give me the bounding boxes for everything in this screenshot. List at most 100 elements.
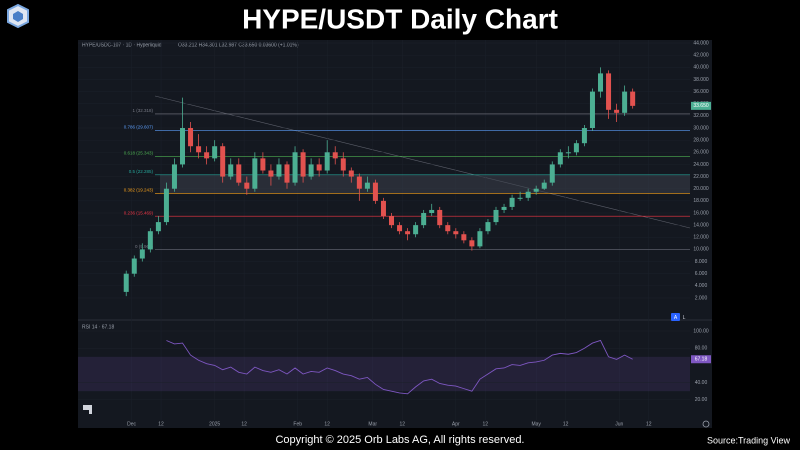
- y-tick-label: 28.000: [693, 137, 709, 143]
- x-tick-label: 12: [399, 421, 405, 427]
- candle-body: [180, 128, 186, 165]
- candle-body: [348, 170, 354, 177]
- tradingview-logo: [83, 405, 92, 414]
- candle-body: [525, 191, 531, 198]
- x-tick-label: 12: [646, 421, 652, 427]
- candle-body: [212, 146, 218, 159]
- candle-body: [171, 164, 177, 189]
- candle-body: [163, 188, 169, 223]
- y-tick-label: 26.000: [693, 150, 709, 156]
- candle-body: [236, 164, 242, 183]
- candle-body: [196, 146, 202, 153]
- rsi-tick-label: 100.00: [693, 328, 709, 334]
- page-title: HYPE/USDT Daily Chart: [242, 3, 558, 34]
- fib-label: 0.236 (15.469): [124, 210, 154, 215]
- x-tick-label: 12: [483, 421, 489, 427]
- y-tick-label: 16.000: [693, 210, 709, 216]
- rsi-tick-label: 80.00: [695, 346, 708, 352]
- fib-label: 1 (32.318): [132, 108, 153, 113]
- fib-label: 0.618 (25.343): [124, 150, 154, 155]
- candle-body: [380, 200, 386, 217]
- svg-text:L: L: [683, 315, 686, 321]
- candle-body: [493, 209, 499, 223]
- rsi-band: [78, 356, 690, 392]
- candle-body: [340, 158, 346, 171]
- fib-label: 0.382 (19.243): [124, 187, 154, 192]
- candle-body: [485, 222, 491, 232]
- ohlc-line: O33.212 H34.301 L32.987 C33.650 0.03600 …: [178, 42, 299, 48]
- y-tick-label: 38.000: [693, 77, 709, 83]
- y-tick-label: 8.000: [695, 259, 708, 265]
- candle-body: [123, 273, 129, 292]
- candle-body: [573, 143, 579, 153]
- y-tick-label: 40.000: [693, 65, 709, 71]
- candle-body: [581, 128, 587, 144]
- x-tick-label: 12: [324, 421, 330, 427]
- x-tick-label: Mar: [368, 421, 377, 427]
- candle-body: [565, 152, 571, 154]
- x-tick-label: Jun: [615, 421, 623, 427]
- y-tick-label: 18.000: [693, 198, 709, 204]
- x-tick-label: May: [531, 421, 541, 427]
- candle-body: [477, 231, 483, 247]
- source: Source:Trading View: [707, 435, 791, 445]
- candle-body: [324, 152, 330, 171]
- y-tick-label: 30.000: [693, 125, 709, 131]
- candle-body: [437, 209, 443, 226]
- settings-icon[interactable]: [702, 420, 710, 428]
- y-tick-label: 2.000: [695, 295, 708, 301]
- rsi-label: RSI 14 · 67.18: [82, 324, 114, 330]
- y-tick-label: 24.000: [693, 162, 709, 168]
- candle-body: [445, 225, 451, 232]
- candle-body: [292, 152, 298, 183]
- y-tick-label: 20.000: [693, 186, 709, 192]
- y-tick-label: 12.000: [693, 235, 709, 241]
- candle-body: [622, 91, 628, 113]
- candle-body: [541, 182, 547, 189]
- candle-body: [356, 176, 362, 189]
- x-tick-label: Apr: [452, 421, 460, 427]
- candle-body: [260, 158, 266, 171]
- candle-body: [517, 197, 523, 199]
- y-tick-label: 10.000: [693, 247, 709, 253]
- candle-body: [131, 258, 137, 274]
- candle-body: [155, 222, 161, 232]
- y-tick-label: 36.000: [693, 89, 709, 95]
- candle-body: [244, 182, 250, 189]
- rsi-tag: 67.18: [695, 357, 708, 363]
- candle-body: [308, 164, 314, 177]
- candle-body: [429, 209, 435, 213]
- x-tick-label: 12: [241, 421, 247, 427]
- price-tag-bg: [691, 101, 711, 110]
- copyright: Copyright © 2025 Orb Labs AG, All rights…: [275, 434, 524, 446]
- candle-body: [469, 240, 475, 247]
- candle-body: [421, 212, 427, 226]
- y-tick-label: 6.000: [695, 271, 708, 277]
- candle-body: [557, 152, 563, 165]
- candle-body: [509, 197, 515, 207]
- y-tick-label: 22.000: [693, 174, 709, 180]
- candle-body: [461, 234, 467, 241]
- candle-body: [614, 109, 620, 113]
- fib-label: 0 (9.965): [135, 244, 154, 249]
- candle-body: [549, 164, 555, 183]
- fib-label: 0.786 (29.607): [124, 125, 154, 130]
- candle-body: [364, 182, 370, 189]
- candle-body: [300, 152, 306, 177]
- rsi-tag-bg: [691, 355, 711, 364]
- candle-body: [501, 206, 507, 210]
- y-tick-label: 4.000: [695, 283, 708, 289]
- candle-body: [147, 231, 153, 250]
- candle-body: [228, 164, 234, 177]
- y-tick-label: 32.000: [693, 113, 709, 119]
- candle-body: [220, 146, 226, 177]
- price-tag: 33.650: [693, 103, 709, 109]
- candle-body: [284, 164, 290, 183]
- candle-body: [389, 216, 395, 226]
- svg-text:A: A: [674, 315, 678, 321]
- candle-body: [397, 225, 403, 232]
- candle-body: [630, 91, 636, 106]
- candle-body: [188, 128, 194, 147]
